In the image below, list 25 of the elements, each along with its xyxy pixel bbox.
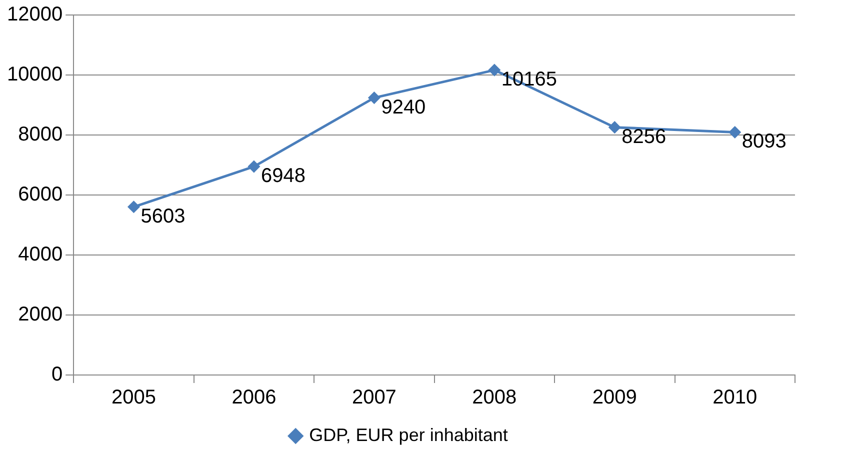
data-label: 6948 [260,165,306,188]
x-tick-label: 2008 [472,386,517,409]
y-tick-label: 0 [51,364,63,386]
x-tick-label: 2007 [352,386,396,409]
data-label: 8256 [622,126,666,148]
point [248,160,260,172]
legend-label: GDP, EUR per inhabitant [309,424,508,445]
point [488,64,500,76]
x-tick-label: 2005 [111,386,156,409]
data-label: 9240 [381,96,426,118]
point [128,201,140,213]
y-tick-label: 2000 [18,304,63,326]
point [729,126,741,138]
y-tick-label: 6000 [18,184,63,206]
x-tick-label: 2009 [592,386,637,409]
y-tick-label: 12000 [6,4,63,26]
x-tick-label: 2010 [712,386,758,409]
y-tick-label: 4000 [18,244,63,266]
data-label: 5603 [140,205,186,228]
point [368,92,380,104]
x-tick-label: 2006 [232,386,276,409]
data-label: 8093 [742,130,786,153]
point [608,122,620,134]
y-tick-label: 10000 [6,64,63,86]
y-tick-label: 8000 [18,124,63,146]
